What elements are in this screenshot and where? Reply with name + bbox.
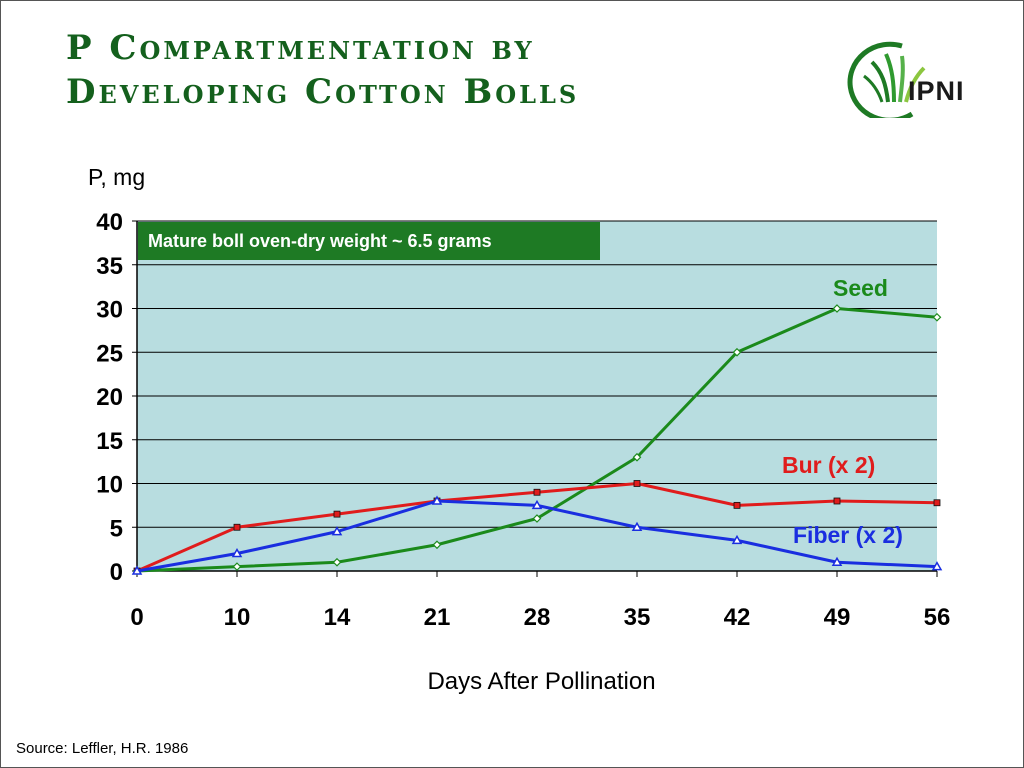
title-line-1: P Compartmentation by — [66, 28, 535, 68]
point-fiber-4 — [531, 499, 543, 510]
point-fiber-2 — [331, 526, 343, 536]
series-label-fiber: Fiber (x 2) — [793, 522, 903, 548]
x-tick-label-42: 42 — [724, 604, 751, 631]
x-tick-label-35: 35 — [624, 604, 651, 631]
x-tick-label-28: 28 — [524, 604, 551, 631]
y-tick-label-25: 25 — [96, 340, 123, 367]
point-seed-8 — [932, 312, 942, 322]
point-seed-5 — [632, 452, 642, 462]
y-axis-label: P, mg — [88, 164, 146, 190]
point-fiber-1 — [231, 547, 243, 558]
logo-text: IPNI — [908, 76, 965, 106]
y-tick-label-5: 5 — [110, 515, 123, 542]
x-tick-label-21: 21 — [424, 604, 451, 631]
point-seed-3 — [432, 540, 442, 550]
point-bur-1 — [233, 523, 241, 531]
point-fiber-5 — [631, 521, 643, 531]
page-title: P Compartmentation by Developing Cotton … — [66, 26, 579, 114]
series-label-bur: Bur (x 2) — [782, 452, 876, 478]
y-tick-label-20: 20 — [96, 384, 123, 411]
x-axis-label: Days After Pollination — [427, 668, 656, 695]
point-seed-6 — [732, 347, 742, 357]
ipni-logo — [847, 41, 926, 118]
point-seed-1 — [232, 562, 242, 571]
point-seed-4 — [532, 514, 542, 523]
y-tick-label-30: 30 — [96, 297, 123, 324]
point-fiber-3 — [431, 495, 443, 505]
chart-annotation: Mature boll oven-dry weight ~ 6.5 grams — [138, 222, 600, 260]
y-tick-label-15: 15 — [96, 428, 123, 455]
point-bur-4 — [533, 488, 541, 496]
point-fiber-6 — [731, 534, 743, 545]
point-fiber-7 — [831, 556, 843, 566]
x-tick-label-10: 10 — [224, 604, 251, 631]
point-bur-8 — [933, 499, 941, 507]
title-line-2: Developing Cotton Bolls — [66, 72, 580, 112]
point-bur-6 — [733, 501, 741, 509]
x-tick-label-14: 14 — [324, 604, 351, 631]
y-tick-label-10: 10 — [96, 472, 123, 499]
series-label-seed: Seed — [833, 275, 888, 301]
point-seed-2 — [332, 557, 342, 567]
point-fiber-0 — [131, 565, 143, 575]
y-tick-label-35: 35 — [96, 253, 123, 280]
source-note: Source: Leffler, H.R. 1986 — [16, 740, 189, 757]
x-tick-label-49: 49 — [824, 604, 851, 631]
point-bur-5 — [633, 480, 641, 487]
x-tick-label-56: 56 — [924, 604, 951, 631]
point-seed-7 — [832, 304, 842, 313]
point-fiber-8 — [931, 561, 943, 571]
point-bur-2 — [333, 510, 341, 518]
point-bur-7 — [833, 497, 841, 505]
y-tick-label-0: 0 — [110, 559, 123, 586]
x-tick-label-0: 0 — [130, 604, 143, 631]
y-tick-label-40: 40 — [96, 209, 123, 236]
